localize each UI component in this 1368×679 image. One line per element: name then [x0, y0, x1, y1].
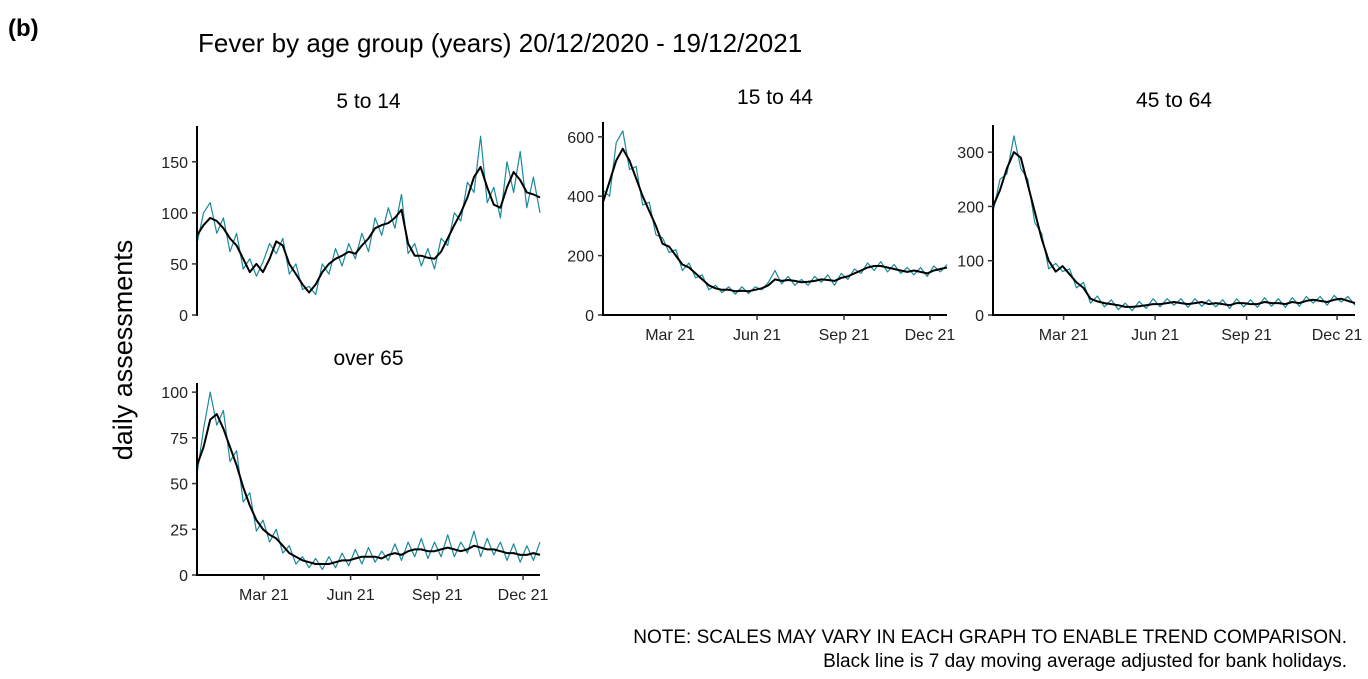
y-tick-label: 100	[161, 385, 188, 402]
x-tick-label: Dec 21	[905, 327, 956, 344]
y-axis-label: daily assessments	[108, 240, 138, 461]
y-tick-label: 25	[170, 522, 188, 539]
series-line	[992, 151, 1356, 308]
y-tick-label: 50	[170, 257, 188, 274]
series-line	[602, 147, 948, 293]
series-line	[196, 165, 541, 294]
x-tick-label: Jun 21	[733, 327, 781, 344]
series-line	[196, 391, 541, 571]
y-tick-label: 75	[170, 431, 188, 448]
panel-title: 5 to 14	[336, 90, 401, 113]
x-tick-label: Sep 21	[412, 587, 463, 604]
x-tick-label: Mar 21	[239, 587, 289, 604]
panel-title: over 65	[333, 347, 403, 370]
y-tick-label: 300	[957, 145, 984, 162]
x-tick-label: Mar 21	[645, 327, 695, 344]
figure-title: Fever by age group (years) 20/12/2020 - …	[198, 28, 802, 58]
y-tick-label: 400	[567, 189, 594, 206]
panel-title: 45 to 64	[1136, 89, 1212, 112]
x-tick-label: Jun 21	[1131, 327, 1179, 344]
series-line	[992, 135, 1356, 312]
y-tick-label: 200	[957, 199, 984, 216]
y-tick-label: 0	[179, 308, 188, 325]
panel-label: (b)	[8, 15, 39, 42]
y-tick-label: 0	[179, 568, 188, 585]
y-tick-label: 600	[567, 130, 594, 147]
y-tick-label: 0	[975, 308, 984, 325]
y-tick-label: 0	[585, 308, 594, 325]
series-line	[196, 135, 541, 296]
x-tick-label: Mar 21	[1039, 327, 1089, 344]
note: NOTE: SCALES MAY VARY IN EACH GRAPH TO E…	[633, 627, 1347, 648]
y-tick-label: 50	[170, 477, 188, 494]
x-tick-label: Dec 21	[1312, 327, 1363, 344]
x-tick-label: Dec 21	[498, 587, 549, 604]
y-tick-label: 150	[161, 155, 188, 172]
note: Black line is 7 day moving average adjus…	[823, 651, 1347, 672]
x-tick-label: Sep 21	[819, 327, 870, 344]
panel-title: 15 to 44	[737, 86, 813, 109]
y-tick-label: 100	[957, 254, 984, 271]
x-tick-label: Sep 21	[1221, 327, 1272, 344]
y-tick-label: 200	[567, 249, 594, 266]
x-tick-label: Jun 21	[327, 587, 375, 604]
y-tick-label: 100	[161, 206, 188, 223]
series-line	[196, 413, 541, 565]
